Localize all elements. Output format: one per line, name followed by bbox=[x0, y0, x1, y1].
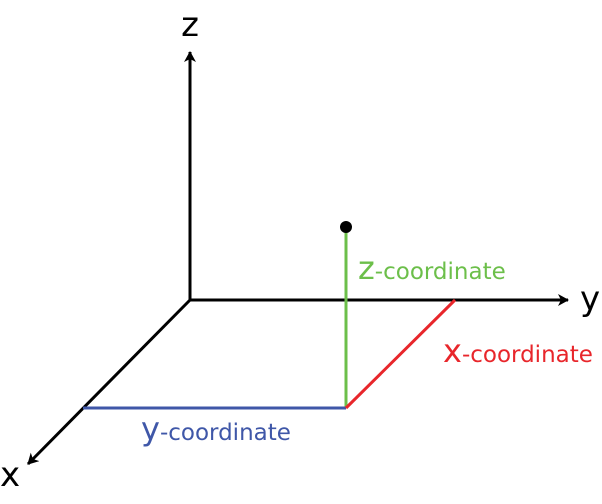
x-line bbox=[344, 298, 457, 410]
axes bbox=[26, 51, 569, 466]
z-axis-label: z bbox=[181, 5, 199, 45]
x-axis bbox=[26, 298, 192, 466]
y-axis-label: y bbox=[580, 279, 600, 319]
z-coordinate-label: z-coordinate bbox=[358, 249, 506, 287]
suffix: -coordinate bbox=[375, 259, 506, 285]
point bbox=[340, 221, 352, 233]
letter: z bbox=[358, 249, 375, 287]
suffix: -coordinate bbox=[160, 420, 291, 446]
x-coordinate-label: x-coordinate bbox=[443, 332, 593, 370]
letter: y bbox=[141, 410, 160, 448]
suffix: -coordinate bbox=[462, 342, 593, 368]
x-axis-label: x bbox=[0, 455, 20, 495]
y-coordinate-label: y-coordinate bbox=[141, 410, 291, 448]
letter: x bbox=[443, 332, 462, 370]
